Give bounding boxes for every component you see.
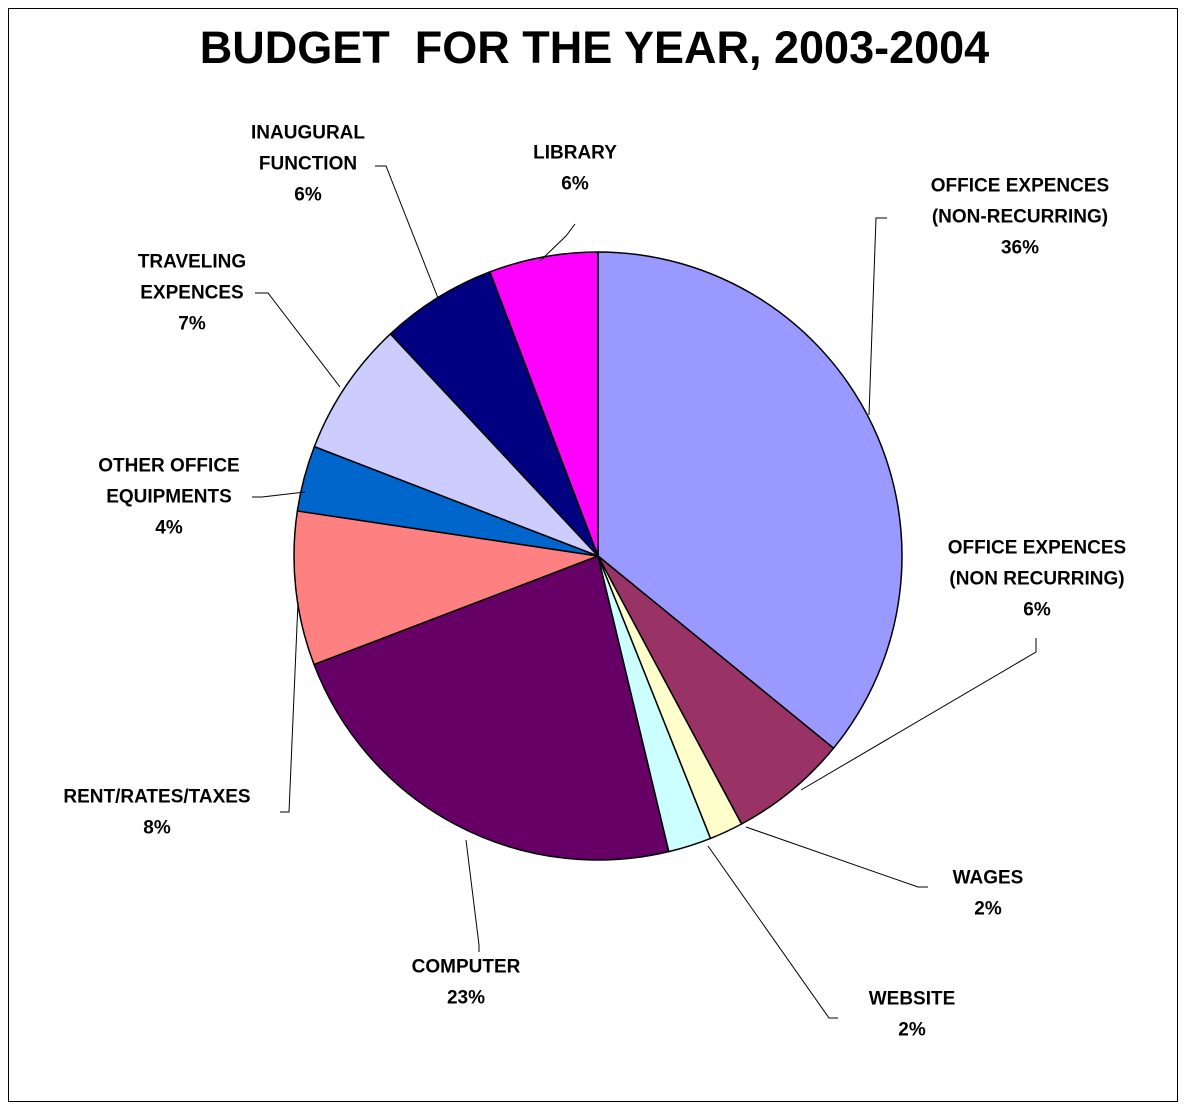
- leader-line: [252, 491, 306, 498]
- pie-slice: [313, 333, 599, 557]
- slice-percent-label: 23%: [447, 988, 485, 1009]
- pie-slices: [293, 251, 903, 861]
- slice-name-label: TRAVELING: [138, 252, 246, 273]
- leader-line: [868, 217, 887, 416]
- slice-percent-label: 2%: [974, 899, 1002, 920]
- slice-name-label: LIBRARY: [533, 143, 617, 164]
- slice-name-label: WEBSITE: [869, 989, 956, 1010]
- pie-slice: [597, 555, 835, 825]
- chart-title: BUDGET FOR THE YEAR, 2003-2004: [199, 22, 990, 73]
- slice-name-label: INAUGURAL: [251, 123, 365, 144]
- slice-percent-label: 36%: [1001, 238, 1039, 259]
- slice-name-label: WAGES: [953, 868, 1024, 889]
- slice-name-label: OFFICE EXPENCES: [948, 538, 1126, 559]
- slice-name-label: OFFICE EXPENCES: [931, 176, 1109, 197]
- slice-percent-label: 6%: [294, 185, 322, 206]
- slice-name-label: EQUIPMENTS: [106, 487, 232, 508]
- leader-line: [465, 839, 480, 952]
- slice-name-label: FUNCTION: [259, 154, 357, 175]
- leader-line: [375, 165, 439, 299]
- slice-name-label: (NON RECURRING): [949, 569, 1124, 590]
- leader-line: [280, 601, 299, 813]
- pie-slice: [489, 251, 599, 557]
- slice-name-label: RENT/RATES/TAXES: [63, 787, 250, 808]
- slice-percent-label: 4%: [155, 518, 183, 539]
- leader-line: [800, 638, 1037, 791]
- leader-line: [745, 826, 928, 888]
- slice-percent-label: 6%: [561, 174, 589, 195]
- slice-percent-label: 7%: [178, 314, 206, 335]
- slice-name-label: COMPUTER: [412, 957, 521, 978]
- pie-slice: [293, 510, 599, 666]
- slice-percent-label: 8%: [143, 818, 171, 839]
- slice-percent-label: 2%: [898, 1020, 926, 1041]
- slice-name-label: OTHER OFFICE: [98, 456, 239, 477]
- leader-line: [539, 223, 576, 262]
- leader-line: [255, 292, 341, 388]
- pie-slice: [597, 251, 903, 749]
- pie-slice: [389, 271, 599, 557]
- leader-lines: [252, 165, 1037, 1019]
- slice-percent-label: 6%: [1023, 600, 1051, 621]
- slice-labels: OFFICE EXPENCES (NON-RECURRING) 36% OFFICE …: [63, 123, 1126, 1041]
- leader-line: [707, 845, 838, 1019]
- slice-name-label: EXPENCES: [140, 283, 243, 304]
- slice-name-label: (NON-RECURRING): [932, 207, 1108, 228]
- pie-slice: [313, 555, 670, 861]
